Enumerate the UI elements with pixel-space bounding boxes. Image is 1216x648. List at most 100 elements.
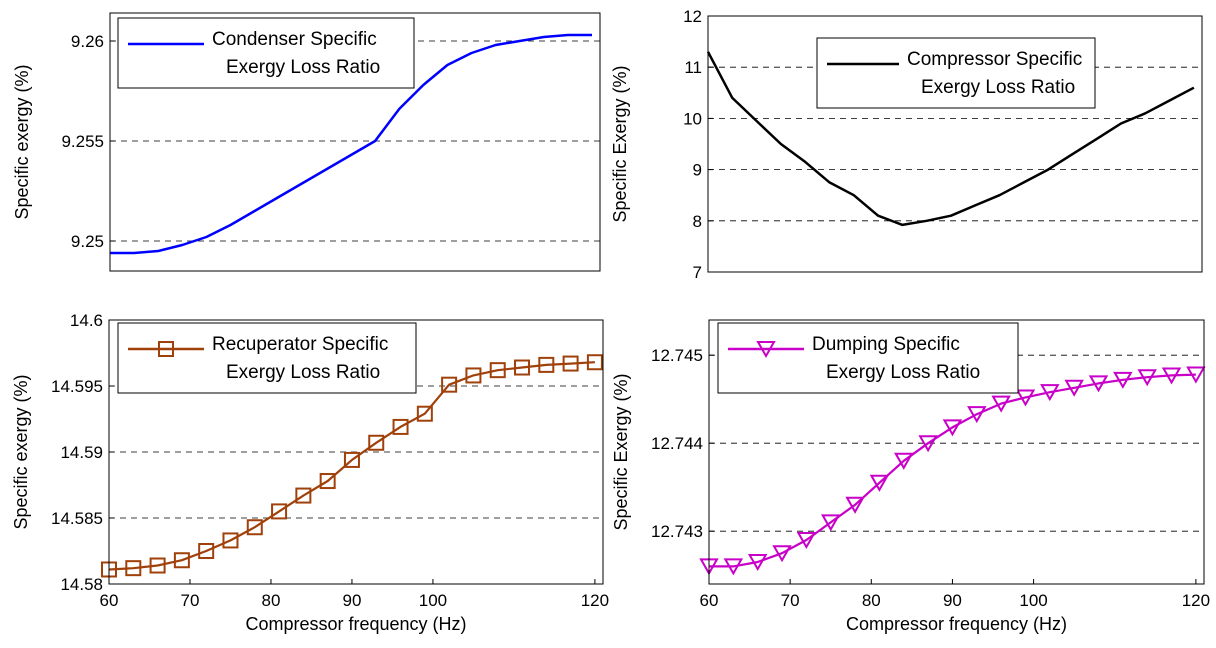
data-point <box>1186 366 1206 384</box>
axes-frame <box>708 319 1205 585</box>
data-point <box>918 435 938 453</box>
legend-label: Exergy Loss Ratio <box>226 57 380 78</box>
data-point <box>820 514 841 532</box>
data-point <box>747 554 768 572</box>
data-point <box>149 557 166 574</box>
legend-label: Recuperator Specific <box>212 334 388 355</box>
data-point <box>514 359 531 376</box>
y-tick-label: 12.743 <box>651 522 703 541</box>
legend-label: Condenser Specific <box>212 29 377 50</box>
series-line <box>706 51 1195 227</box>
legend: Recuperator Specific Exergy Loss Ratio <box>117 322 417 394</box>
data-point <box>967 406 987 424</box>
data-point <box>198 543 215 559</box>
x-tick-label: 60 <box>100 591 119 610</box>
legend-box <box>117 322 417 394</box>
data-point <box>1113 371 1133 389</box>
x-tick-label: 100 <box>419 591 447 610</box>
y-tick-label: 14.585 <box>51 509 103 528</box>
y-axis-label: Specific Exergy (%) <box>610 65 630 222</box>
y-tick-label: 11 <box>684 58 702 77</box>
data-point <box>942 419 963 437</box>
x-tick-label: 120 <box>581 591 609 610</box>
data-point <box>271 503 288 520</box>
legend-box <box>717 322 1019 394</box>
x-axis-label: Compressor frequency (Hz) <box>846 614 1067 634</box>
data-point <box>869 474 890 492</box>
legend-label: Compressor Specific <box>907 49 1082 70</box>
legend-label: Exergy Loss Ratio <box>226 362 380 383</box>
y-tick-label: 12.744 <box>651 434 703 453</box>
data-point <box>1015 389 1036 407</box>
data-point <box>173 552 190 569</box>
x-tick-label: 90 <box>342 591 361 610</box>
x-tick-label: 100 <box>1019 591 1047 610</box>
series-line <box>108 361 595 571</box>
y-tick-label: 14.595 <box>51 377 103 396</box>
y-tick-label: 8 <box>693 212 702 231</box>
data-point <box>1088 375 1109 393</box>
y-tick-label: 14.59 <box>60 443 103 462</box>
legend-marker <box>756 341 776 359</box>
x-tick-label: 90 <box>943 591 962 610</box>
x-tick-label: 120 <box>1182 591 1210 610</box>
legend: Condenser Specific Exergy Loss Ratio <box>117 17 415 89</box>
data-point <box>222 532 239 549</box>
data-point <box>246 519 263 536</box>
y-axis-label: Specific exergy (%) <box>12 64 32 219</box>
series-line <box>110 33 592 255</box>
y-tick-label: 14.6 <box>70 311 103 330</box>
data-point <box>441 376 458 393</box>
legend: Dumping Specific Exergy Loss Ratio <box>717 322 1019 394</box>
x-tick-label: 80 <box>262 591 281 610</box>
y-tick-label: 10 <box>683 109 702 128</box>
y-axis-label: Specific Exergy (%) <box>611 373 631 530</box>
y-tick-label: 14.58 <box>60 575 103 594</box>
legend-label: Exergy Loss Ratio <box>921 77 1075 98</box>
data-point <box>772 545 792 563</box>
data-point <box>796 532 817 550</box>
series-line <box>709 373 1196 568</box>
y-tick-label: 12 <box>683 7 702 26</box>
data-point <box>562 355 579 372</box>
data-point <box>416 405 433 422</box>
legend: Compressor Specific Exergy Loss Ratio <box>816 37 1096 109</box>
x-tick-label: 80 <box>862 591 881 610</box>
legend-box <box>117 17 415 89</box>
y-tick-label: 9.26 <box>71 32 104 51</box>
y-tick-label: 7 <box>693 263 702 282</box>
y-axis-label: Specific exergy (%) <box>11 374 31 529</box>
data-point <box>1137 369 1157 387</box>
data-point <box>1064 379 1084 397</box>
x-tick-label: 70 <box>781 591 800 610</box>
axes-frame <box>707 15 1203 273</box>
y-tick-label: 9.255 <box>61 132 104 151</box>
x-tick-label: 60 <box>700 591 719 610</box>
chart-panel-4: 12.743 12.744 12.745 60 70 80 90 100 120 Specific… <box>611 319 1210 634</box>
legend-box <box>816 37 1096 109</box>
data-point <box>538 356 555 373</box>
data-point <box>489 362 506 379</box>
legend-marker <box>158 341 174 357</box>
data-point <box>845 496 865 514</box>
data-point <box>368 434 385 451</box>
legend-label: Dumping Specific <box>812 334 960 355</box>
data-point <box>991 395 1011 413</box>
y-tick-label: 12.745 <box>651 346 703 365</box>
data-point <box>723 558 744 576</box>
chart-panel-2: 7 8 9 10 11 12 Specific Exergy (%) Compressor S… <box>610 7 1203 282</box>
data-point <box>319 473 336 490</box>
data-point <box>1040 384 1060 402</box>
legend-label: Exergy Loss Ratio <box>826 362 980 383</box>
chart-panel-1: 9.25 9.255 9.26 Specific exergy (%) Condense… <box>12 12 601 272</box>
data-point <box>586 354 603 371</box>
data-point <box>894 452 914 470</box>
data-point <box>392 418 409 435</box>
y-tick-label: 9.25 <box>71 232 104 251</box>
y-tick-label: 9 <box>693 161 702 180</box>
x-axis-label: Compressor frequency (Hz) <box>245 614 466 634</box>
data-point <box>125 560 142 577</box>
axes-frame <box>109 12 601 272</box>
data-point <box>1161 367 1182 385</box>
